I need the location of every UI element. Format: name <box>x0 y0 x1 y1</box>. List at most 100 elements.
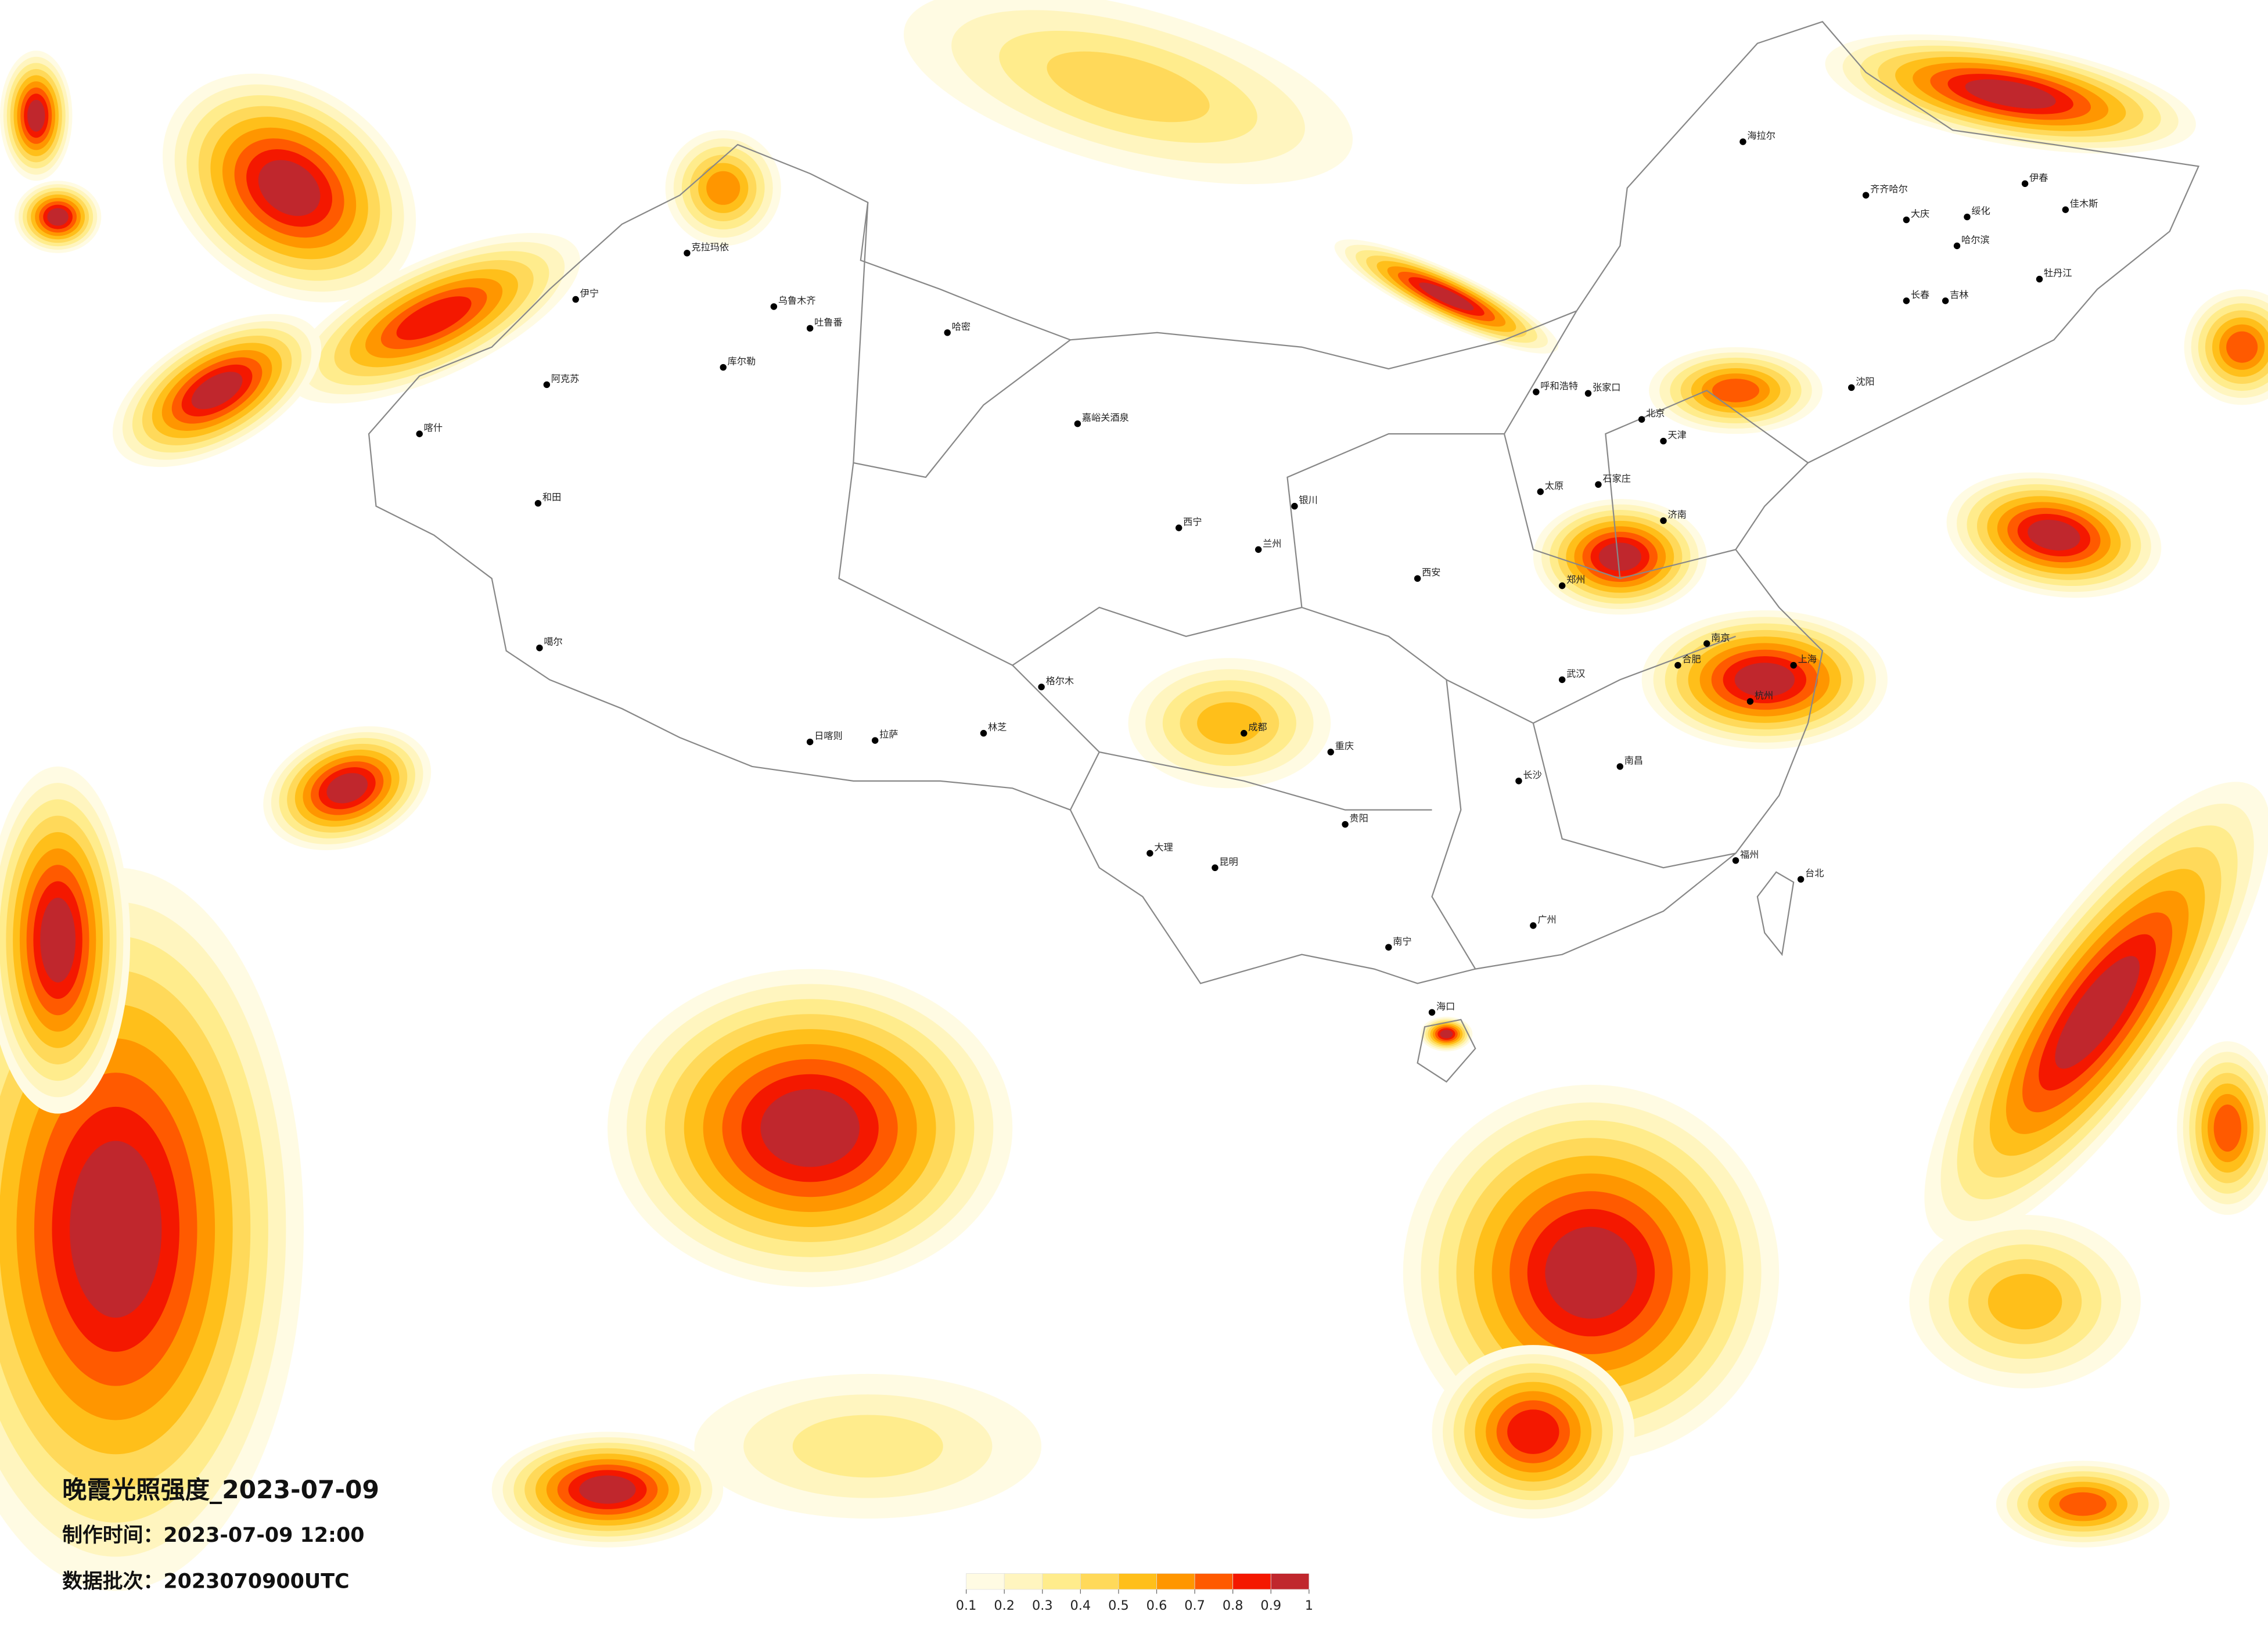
city-dot <box>1638 416 1645 423</box>
city-label: 大理 <box>1154 841 1173 852</box>
china-border <box>368 21 2200 1083</box>
city-label: 伊宁 <box>580 288 599 299</box>
intensity-patch <box>2226 331 2258 363</box>
intensity-patch <box>579 1475 636 1504</box>
city-dot <box>684 250 691 257</box>
city-dot <box>944 329 951 336</box>
city-dot <box>1175 524 1182 531</box>
city-label: 银川 <box>1299 495 1317 506</box>
intensity-patch <box>70 1141 162 1318</box>
intensity-patch <box>191 372 243 409</box>
city-dot <box>1739 138 1746 145</box>
city-label: 海拉尔 <box>1747 130 1775 141</box>
city-dot <box>1584 390 1592 397</box>
city-dot <box>1903 216 1910 224</box>
intensity-field <box>0 0 2268 1591</box>
city-label: 兰州 <box>1263 538 1281 549</box>
intensity-patch <box>326 773 368 804</box>
city-dot <box>572 296 579 303</box>
city-label: 长春 <box>1911 289 1929 300</box>
intensity-patch <box>2055 956 2140 1069</box>
data-batch: 数据批次：2023070900UTC <box>62 1570 350 1593</box>
map-title: 晚霞光照强度_2023-07-09 <box>62 1476 379 1504</box>
city-label: 张家口 <box>1593 382 1621 393</box>
city-dot <box>1660 517 1667 524</box>
city-label: 成都 <box>1248 722 1267 733</box>
city-label: 齐齐哈尔 <box>1870 184 1908 195</box>
intensity-patch <box>258 160 321 216</box>
city-label: 牡丹江 <box>2044 268 2072 279</box>
intensity-patch <box>792 1415 943 1478</box>
city-label: 嘉峪关酒泉 <box>1082 412 1129 423</box>
city-dot <box>1533 388 1540 395</box>
legend-label: 1 <box>1305 1598 1313 1613</box>
intensity-patch <box>1047 51 1210 123</box>
city-dot <box>1942 297 1949 304</box>
city-label: 南宁 <box>1393 936 1411 947</box>
city-dot <box>1146 850 1153 857</box>
legend-swatch <box>1194 1573 1234 1590</box>
city-dot <box>1964 213 1971 221</box>
city-dot <box>536 644 543 652</box>
city-dot <box>1428 1009 1436 1016</box>
city-dot <box>1558 676 1566 684</box>
city-label: 武汉 <box>1566 668 1585 679</box>
legend-label: 0.9 <box>1260 1598 1281 1613</box>
intensity-patch <box>1507 1409 1559 1454</box>
intensity-patch <box>2213 1104 2241 1152</box>
intensity-patch <box>27 99 45 132</box>
hainan <box>1417 1019 1476 1083</box>
city-dot <box>1414 575 1421 582</box>
city-dot <box>2021 180 2029 188</box>
city-dot <box>1797 876 1805 883</box>
city-label: 格尔木 <box>1046 675 1074 686</box>
legend: 0.1 0.2 0.3 0.4 0.5 0.6 0.7 0.8 0.9 1 <box>956 1573 1313 1613</box>
intensity-patch <box>1419 282 1474 311</box>
city-dot <box>1385 944 1392 951</box>
city-dot <box>1327 749 1334 756</box>
legend-swatch <box>1042 1573 1081 1590</box>
city-dot <box>1848 384 1855 391</box>
city-label: 沈阳 <box>1856 376 1874 387</box>
city-dot <box>2062 206 2069 213</box>
city-label: 郑州 <box>1566 574 1585 585</box>
intensity-patch <box>47 208 69 226</box>
city-label: 昆明 <box>1219 856 1238 867</box>
city-dot <box>2036 275 2043 283</box>
city-dot <box>1038 684 1045 690</box>
city-dot <box>416 430 423 437</box>
city-label: 喀什 <box>424 422 443 433</box>
city-label: 福州 <box>1740 849 1759 860</box>
legend-label: 0.8 <box>1223 1598 1243 1613</box>
intensity-patch <box>1734 663 1795 697</box>
province-line <box>838 202 1809 970</box>
city-label: 伊春 <box>2029 172 2048 183</box>
legend-label: 0.2 <box>994 1598 1015 1613</box>
legend-label: 0.7 <box>1184 1598 1205 1613</box>
city-label: 吉林 <box>1950 289 1968 300</box>
legend-swatch <box>966 1573 1005 1590</box>
city-label: 乌鲁木齐 <box>778 295 816 306</box>
city-label: 海口 <box>1436 1001 1455 1012</box>
city-dot <box>1790 661 1797 669</box>
city-label: 台北 <box>1805 868 1824 879</box>
city-dot <box>871 737 879 744</box>
legend-swatch <box>1232 1573 1271 1590</box>
city-dot <box>1558 582 1566 589</box>
city-label: 哈尔滨 <box>1961 234 1990 245</box>
city-dot <box>1537 488 1544 495</box>
city-label: 贵阳 <box>1350 813 1368 824</box>
city-dot <box>1595 481 1602 488</box>
city-label: 绥化 <box>1971 206 1990 217</box>
intensity-patch <box>1545 1226 1637 1319</box>
city-dot <box>1903 297 1910 304</box>
city-label: 杭州 <box>1755 690 1773 701</box>
legend-swatch <box>1156 1573 1195 1590</box>
city-label: 佳木斯 <box>2070 198 2098 209</box>
intensity-patch <box>396 296 472 340</box>
intensity-patch <box>40 897 76 983</box>
legend-label: 0.6 <box>1146 1598 1167 1613</box>
city-dot <box>1674 661 1681 669</box>
city-dot <box>1241 729 1248 737</box>
